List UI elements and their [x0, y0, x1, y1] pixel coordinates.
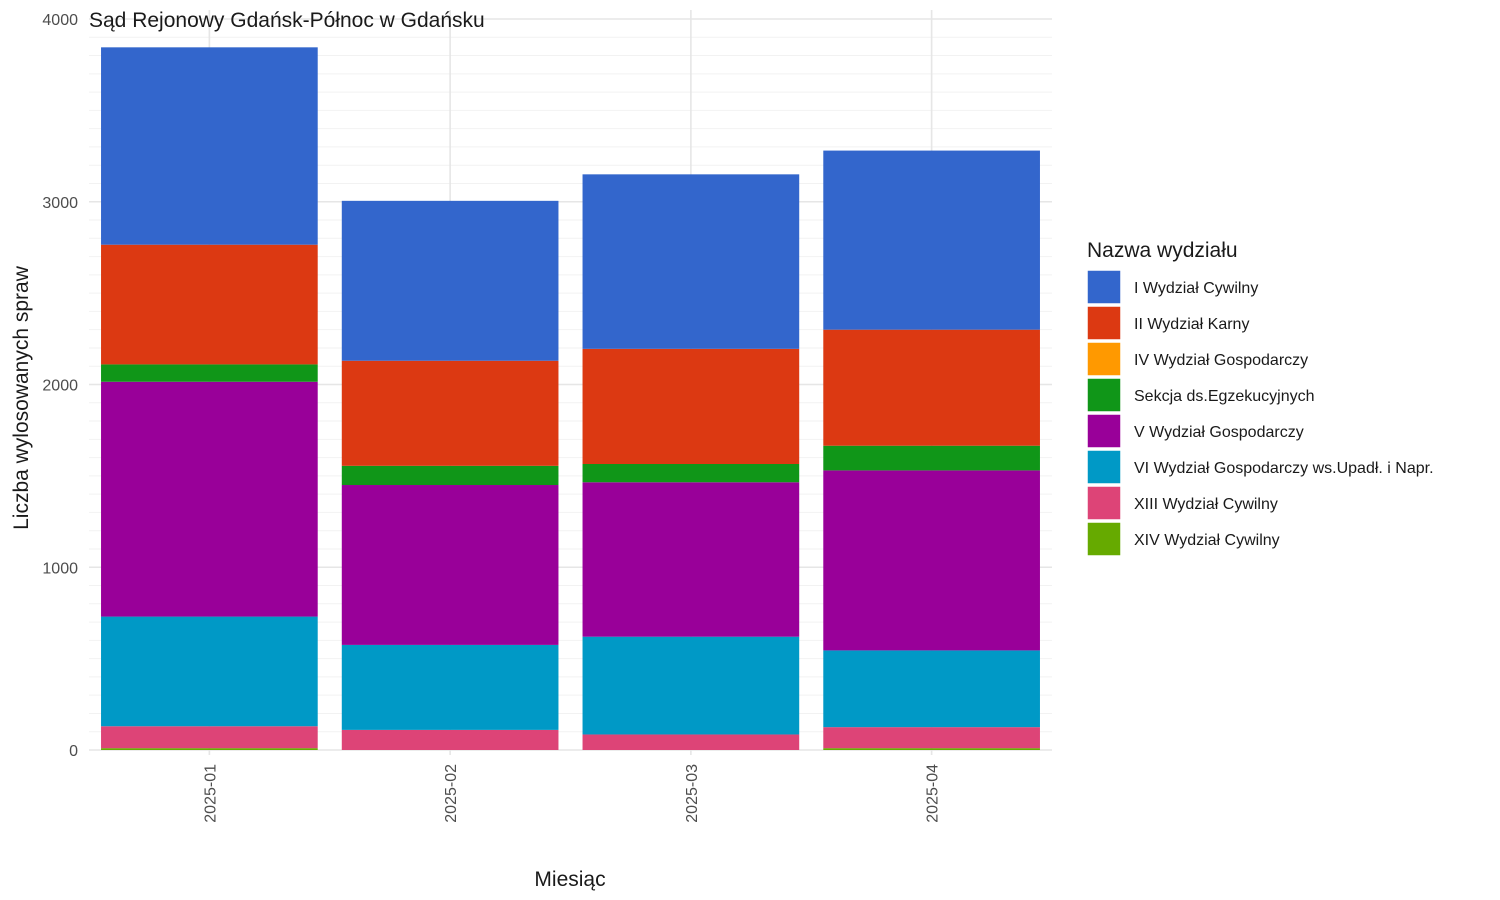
legend-swatch	[1086, 413, 1122, 449]
legend-label: VI Wydział Gospodarczy ws.Upadł. i Napr.	[1134, 460, 1434, 477]
y-tick-label: 4000	[42, 12, 78, 29]
bar-segment	[101, 616, 318, 727]
x-tick-label: 2025-04	[925, 764, 942, 823]
bar-segment	[823, 748, 1040, 750]
y-tick-label: 1000	[42, 560, 78, 577]
x-tick-label: 2025-03	[684, 764, 701, 823]
bar-segment	[582, 636, 800, 735]
bar-segment	[582, 482, 800, 637]
bar-segment	[101, 726, 318, 749]
bar-segment	[341, 465, 559, 486]
legend-swatch	[1086, 341, 1122, 377]
legend-swatch	[1086, 521, 1122, 557]
legend-swatch	[1086, 305, 1122, 341]
legend-swatch	[1086, 377, 1122, 413]
bar-segment	[823, 727, 1040, 749]
legend-label: II Wydział Karny	[1134, 316, 1249, 333]
bar-segment	[582, 348, 800, 464]
legend-title: Nazwa wydziału	[1087, 239, 1238, 262]
legend-swatch	[1086, 269, 1122, 305]
bar-segment	[341, 485, 559, 645]
legend-swatch	[1086, 449, 1122, 485]
bar-segment	[341, 360, 559, 466]
bar-segment	[101, 47, 318, 245]
bar-segment	[101, 381, 318, 617]
bar-segment	[823, 445, 1040, 471]
legend-label: V Wydział Gospodarczy	[1134, 424, 1304, 441]
legend: Nazwa wydziału I Wydział Cywilny II Wydzi…	[1086, 239, 1434, 557]
bar-segment	[582, 463, 800, 483]
bar-segment	[823, 650, 1040, 728]
bar-segment	[101, 244, 318, 365]
bar-segment	[582, 174, 800, 349]
legend-label: I Wydział Cywilny	[1134, 280, 1258, 297]
bar-segment	[582, 734, 800, 750]
legend-label: XIV Wydział Cywilny	[1134, 532, 1280, 549]
bar-segment	[101, 748, 318, 750]
bar-segment	[341, 644, 559, 730]
legend-items: I Wydział Cywilny II Wydział Karny IV Wydz…	[1086, 269, 1434, 557]
x-axis-title: Miesiąc	[534, 868, 605, 891]
bar-segment	[341, 729, 559, 750]
x-tick-label: 2025-01	[202, 764, 219, 823]
y-tick-label: 3000	[42, 195, 78, 212]
bar-segment	[823, 329, 1040, 446]
y-axis-ticks: 0 1000 2000 3000 4000	[42, 12, 78, 760]
y-axis-title: Liczba wylosowanych spraw	[10, 265, 33, 530]
chart-title: Sąd Rejonowy Gdańsk-Północ w Gdańsku	[89, 9, 485, 32]
y-tick-label: 0	[69, 743, 78, 760]
bar-segment	[823, 470, 1040, 651]
legend-label: IV Wydział Gospodarczy	[1134, 352, 1308, 369]
legend-label: Sekcja ds.Egzekucyjnych	[1134, 388, 1315, 405]
bar-segment	[101, 364, 318, 382]
y-tick-label: 2000	[42, 378, 78, 395]
x-tick-label: 2025-02	[443, 764, 460, 823]
bars-group	[101, 47, 1040, 750]
legend-swatch	[1086, 485, 1122, 521]
bar-segment	[823, 150, 1040, 330]
legend-label: XIII Wydział Cywilny	[1134, 496, 1278, 513]
bar-segment	[341, 200, 559, 361]
x-axis-ticks: 2025-01 2025-02 2025-03 2025-04	[202, 764, 941, 823]
